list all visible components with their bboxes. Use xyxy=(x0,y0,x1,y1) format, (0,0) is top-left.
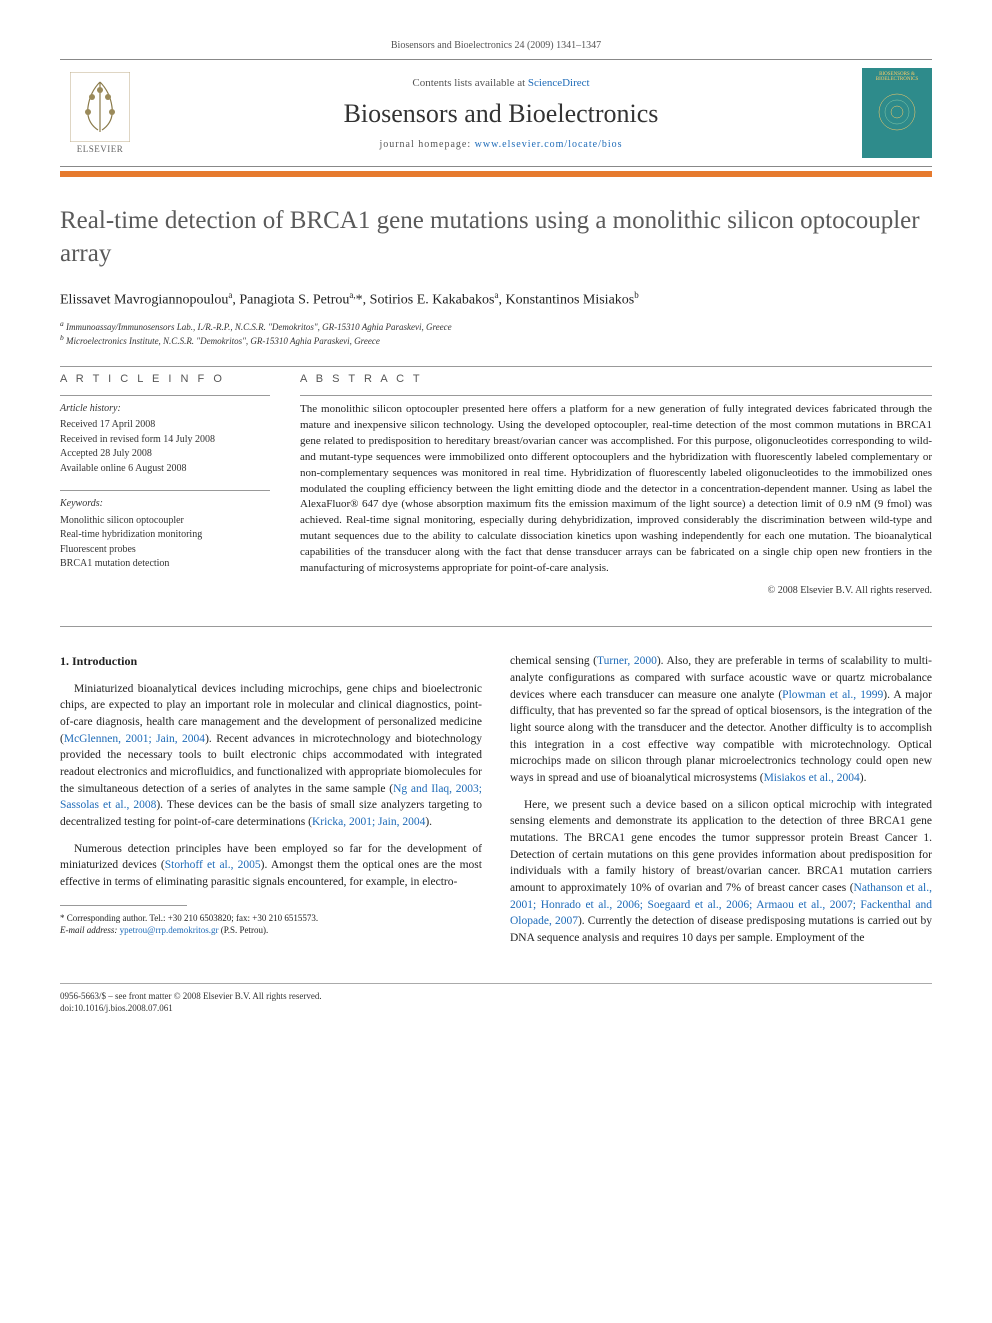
orange-divider-bar xyxy=(60,171,932,177)
divider xyxy=(60,626,932,627)
body-columns: 1. Introduction Miniaturized bioanalytic… xyxy=(60,653,932,956)
footnote-rule xyxy=(60,905,187,906)
journal-cover-thumbnail: BIOSENSORS & BIOELECTRONICS xyxy=(862,68,932,158)
elsevier-tree-icon xyxy=(70,72,130,142)
abstract-block: A B S T R A C T The monolithic silicon o… xyxy=(300,373,932,596)
section-heading-intro: 1. Introduction xyxy=(60,653,482,670)
keywords-block: Keywords: Monolithic silicon optocoupler… xyxy=(60,497,270,572)
keyword-item: BRCA1 mutation detection xyxy=(60,557,270,572)
contents-prefix: Contents lists available at xyxy=(412,77,527,89)
history-item: Received 17 April 2008 xyxy=(60,418,270,433)
divider xyxy=(60,490,270,491)
homepage-prefix: journal homepage: xyxy=(379,139,474,150)
abstract-body: The monolithic silicon optocoupler prese… xyxy=(300,402,932,577)
citation-link[interactable]: Storhoff et al., 2005 xyxy=(165,859,261,871)
citation-link[interactable]: Misiakos et al., 2004 xyxy=(764,772,860,784)
column-right: chemical sensing (Turner, 2000). Also, t… xyxy=(510,653,932,956)
sciencedirect-link[interactable]: ScienceDirect xyxy=(528,77,590,89)
keyword-item: Real-time hybridization monitoring xyxy=(60,528,270,543)
homepage-link[interactable]: www.elsevier.com/locate/bios xyxy=(475,139,623,150)
elsevier-logo: ELSEVIER xyxy=(60,72,140,154)
email-link[interactable]: ypetrou@rrp.demokritos.gr xyxy=(120,925,219,935)
page-container: Biosensors and Bioelectronics 24 (2009) … xyxy=(0,0,992,1055)
divider xyxy=(60,395,270,396)
article-info-heading: A R T I C L E I N F O xyxy=(60,373,270,385)
footer-block: 0956-5663/$ – see front matter © 2008 El… xyxy=(60,983,932,1015)
history-item: Received in revised form 14 July 2008 xyxy=(60,433,270,448)
history-item: Accepted 28 July 2008 xyxy=(60,447,270,462)
abstract-heading: A B S T R A C T xyxy=(300,373,932,385)
keyword-item: Fluorescent probes xyxy=(60,543,270,558)
authors-line: Elissavet Mavrogiannopouloua, Panagiota … xyxy=(60,290,932,309)
article-title: Real-time detection of BRCA1 gene mutati… xyxy=(60,205,932,270)
header-center: Contents lists available at ScienceDirec… xyxy=(140,77,862,150)
column-left: 1. Introduction Miniaturized bioanalytic… xyxy=(60,653,482,956)
body-paragraph: Numerous detection principles have been … xyxy=(60,841,482,891)
body-paragraph: Here, we present such a device based on … xyxy=(510,797,932,947)
journal-name: Biosensors and Bioelectronics xyxy=(140,99,862,129)
email-footnote: E-mail address: ypetrou@rrp.demokritos.g… xyxy=(60,924,482,936)
affiliation-a: a Immunoassay/Immunosensors Lab., I./R.-… xyxy=(60,319,932,334)
cover-graphic-icon xyxy=(872,82,922,142)
citation-line: Biosensors and Bioelectronics 24 (2009) … xyxy=(60,40,932,51)
footer-line-2: doi:10.1016/j.bios.2008.07.061 xyxy=(60,1002,932,1015)
journal-header-bar: ELSEVIER Contents lists available at Sci… xyxy=(60,59,932,167)
info-abstract-row: A R T I C L E I N F O Article history: R… xyxy=(60,373,932,596)
keyword-item: Monolithic silicon optocoupler xyxy=(60,514,270,529)
divider xyxy=(60,366,932,367)
body-paragraph: Miniaturized bioanalytical devices inclu… xyxy=(60,681,482,831)
body-paragraph: chemical sensing (Turner, 2000). Also, t… xyxy=(510,653,932,786)
corresponding-author-footnote: * Corresponding author. Tel.: +30 210 65… xyxy=(60,912,482,924)
abstract-copyright: © 2008 Elsevier B.V. All rights reserved… xyxy=(300,585,932,596)
article-history-block: Article history: Received 17 April 2008 … xyxy=(60,402,270,477)
citation-link[interactable]: Plowman et al., 1999 xyxy=(782,689,883,701)
history-label: Article history: xyxy=(60,402,270,417)
homepage-line: journal homepage: www.elsevier.com/locat… xyxy=(140,139,862,150)
citation-link[interactable]: Kricka, 2001; Jain, 2004 xyxy=(312,816,425,828)
affiliation-b: b Microelectronics Institute, N.C.S.R. "… xyxy=(60,333,932,348)
keywords-label: Keywords: xyxy=(60,497,270,512)
footer-line-1: 0956-5663/$ – see front matter © 2008 El… xyxy=(60,990,932,1003)
footnote-block: * Corresponding author. Tel.: +30 210 65… xyxy=(60,905,482,936)
article-info-block: A R T I C L E I N F O Article history: R… xyxy=(60,373,270,596)
elsevier-label: ELSEVIER xyxy=(77,144,124,154)
history-item: Available online 6 August 2008 xyxy=(60,462,270,477)
citation-link[interactable]: Turner, 2000 xyxy=(597,655,657,667)
divider xyxy=(300,395,932,396)
contents-line: Contents lists available at ScienceDirec… xyxy=(140,77,862,89)
cover-title: BIOSENSORS & BIOELECTRONICS xyxy=(866,72,928,82)
affiliations: a Immunoassay/Immunosensors Lab., I./R.-… xyxy=(60,319,932,348)
citation-link[interactable]: McGlennen, 2001; Jain, 2004 xyxy=(64,733,205,745)
